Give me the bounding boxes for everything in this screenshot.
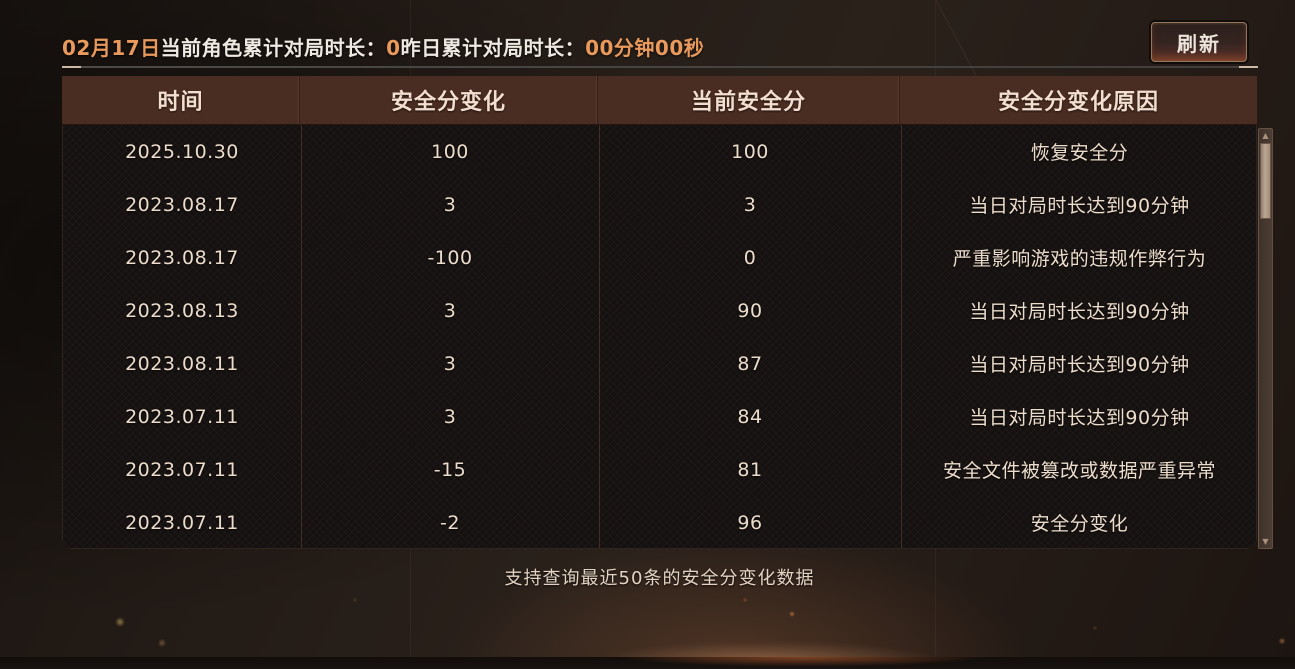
cell-current: 87 — [737, 352, 763, 375]
cell-reason: 恢复安全分 — [1030, 142, 1129, 164]
cell-date: 2025.10.30 — [125, 140, 239, 163]
cell-date: 2023.08.17 — [125, 193, 239, 216]
cell-reason: 安全分变化 — [1030, 513, 1129, 535]
cell-reason: 安全文件被篡改或数据严重异常 — [942, 460, 1216, 482]
column-header-time: 时间 — [62, 76, 300, 124]
cell-current: 96 — [737, 511, 763, 534]
cell-change: 3 — [443, 352, 457, 375]
table-row: 2025.10.30 100 100 恢复安全分 — [63, 125, 1256, 178]
cell-current: 90 — [737, 299, 763, 322]
column-header-current: 当前安全分 — [598, 76, 900, 124]
table-row: 2023.07.11 -2 96 安全分变化 — [63, 496, 1256, 549]
footer-note: 支持查询最近50条的安全分变化数据 — [504, 568, 815, 589]
cell-change: -100 — [427, 246, 473, 269]
cell-reason: 当日对局时长达到90分钟 — [969, 354, 1190, 376]
table-row: 2023.07.11 -15 81 安全文件被篡改或数据严重异常 — [63, 443, 1256, 496]
scroll-up-icon[interactable]: ▲ — [1262, 131, 1269, 140]
scroll-down-icon[interactable]: ▼ — [1262, 537, 1269, 546]
cell-reason: 当日对局时长达到90分钟 — [969, 301, 1190, 323]
cell-reason: 当日对局时长达到90分钟 — [969, 195, 1190, 217]
vertical-scrollbar[interactable]: ▲ ▼ — [1258, 128, 1273, 549]
cell-reason: 当日对局时长达到90分钟 — [969, 407, 1190, 429]
scrollbar-thumb[interactable] — [1260, 143, 1271, 219]
table-row: 2023.07.11 3 84 当日对局时长达到90分钟 — [63, 390, 1256, 443]
today-playtime-value: 0 — [386, 36, 401, 60]
current-date: 02月17日 — [62, 36, 161, 60]
top-divider — [62, 66, 1258, 68]
column-header-reason: 安全分变化原因 — [997, 90, 1159, 115]
cell-change: 3 — [443, 193, 457, 216]
cell-current: 0 — [743, 246, 757, 269]
top-status-bar: 02月17日当前角色累计对局时长：0昨日累计对局时长：00分钟00秒 刷新 — [62, 22, 1247, 62]
column-separator — [901, 125, 902, 548]
cell-change: -15 — [433, 458, 467, 481]
cell-reason: 严重影响游戏的违规作弊行为 — [952, 248, 1207, 270]
table-row: 2023.08.11 3 87 当日对局时长达到90分钟 — [63, 337, 1256, 390]
bottom-edge-strip — [0, 657, 1295, 669]
cell-date: 2023.07.11 — [125, 405, 239, 428]
cell-current: 84 — [737, 405, 763, 428]
yesterday-playtime-value: 00分钟00秒 — [585, 36, 705, 60]
table-row: 2023.08.17 3 3 当日对局时长达到90分钟 — [63, 178, 1256, 231]
column-header-change: 安全分变化 — [300, 76, 598, 124]
cell-date: 2023.07.11 — [125, 458, 239, 481]
table-row: 2023.08.13 3 90 当日对局时长达到90分钟 — [63, 284, 1256, 337]
cell-date: 2023.08.17 — [125, 246, 239, 269]
cell-date: 2023.08.11 — [125, 352, 239, 375]
playtime-summary: 02月17日当前角色累计对局时长：0昨日累计对局时长：00分钟00秒 — [62, 28, 704, 61]
cell-date: 2023.08.13 — [125, 299, 239, 322]
column-separator — [301, 125, 302, 548]
cell-change: 3 — [443, 299, 457, 322]
table-header: 时间 安全分变化 当前安全分 安全分变化原因 — [62, 76, 1257, 125]
cell-change: -2 — [440, 511, 460, 534]
security-score-table: 时间 安全分变化 当前安全分 安全分变化原因 2025.10.30 100 10… — [62, 76, 1273, 549]
cell-current: 81 — [737, 458, 763, 481]
cell-current: 100 — [731, 140, 769, 163]
cell-current: 3 — [743, 193, 757, 216]
table-body: 2025.10.30 100 100 恢复安全分 2023.08.17 3 3 … — [62, 125, 1257, 549]
refresh-button[interactable]: 刷新 — [1151, 22, 1247, 62]
bottom-fire-glow — [540, 635, 1000, 661]
yesterday-playtime-label: 昨日累计对局时长： — [400, 36, 586, 60]
cell-date: 2023.07.11 — [125, 511, 239, 534]
column-separator — [599, 125, 600, 548]
today-playtime-label: 当前角色累计对局时长： — [160, 36, 387, 60]
cell-change: 3 — [443, 405, 457, 428]
cell-change: 100 — [431, 140, 469, 163]
table-row: 2023.08.17 -100 0 严重影响游戏的违规作弊行为 — [63, 231, 1256, 284]
